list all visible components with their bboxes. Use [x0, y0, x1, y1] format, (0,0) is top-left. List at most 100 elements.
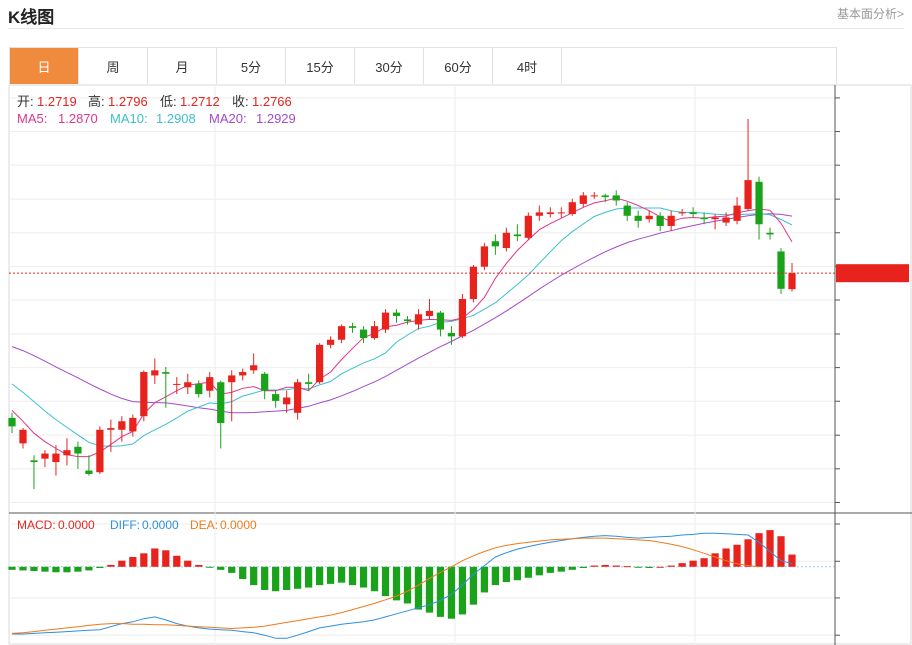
candle [294, 378, 302, 420]
macd-bar [283, 566, 291, 590]
tab-week[interactable]: 周 [79, 48, 148, 84]
candle [250, 353, 258, 374]
candle [480, 242, 489, 271]
candle-body [74, 446, 82, 454]
candle-body [788, 273, 796, 290]
macd-bar [612, 565, 620, 567]
macd-bar [359, 566, 368, 588]
candle [63, 438, 71, 466]
macd-bar [140, 553, 148, 567]
candle [129, 414, 137, 437]
info-low-label: 低: [160, 94, 177, 109]
macd-bar [107, 564, 115, 567]
macd-bar [645, 566, 653, 568]
candle [568, 198, 576, 216]
candle-body [392, 312, 401, 316]
tab-month[interactable]: 月 [148, 48, 217, 84]
ma20-line [11, 213, 793, 414]
candle [96, 426, 104, 474]
candle-body [118, 421, 126, 430]
macd-bar [315, 566, 324, 586]
info-close-value: 1.2766 [252, 94, 292, 109]
candle [8, 412, 16, 434]
candle [184, 373, 192, 395]
tab-day[interactable]: 日 [10, 48, 79, 84]
macd-bar [777, 536, 785, 567]
candle [469, 265, 478, 303]
candle [711, 214, 719, 230]
candle-body [546, 212, 554, 215]
candle-body [326, 339, 335, 345]
macd-bar [392, 566, 401, 601]
candle-body [250, 365, 258, 371]
tab-30min[interactable]: 30分 [355, 48, 424, 84]
candle [304, 373, 313, 391]
candle-body [667, 215, 675, 226]
macd-bar [788, 554, 796, 567]
candle-body [140, 372, 148, 417]
info-close-label: 收: [232, 94, 249, 109]
tab-5min[interactable]: 5分 [217, 48, 286, 84]
macd-bar [294, 566, 302, 589]
macd-bar [162, 550, 170, 567]
candle-body [304, 382, 313, 384]
candle [326, 336, 335, 349]
candle [546, 207, 554, 218]
candle [590, 192, 598, 199]
macd-bar [381, 566, 390, 597]
tab-60min[interactable]: 60分 [424, 48, 493, 84]
macd-bar [634, 566, 642, 568]
candle [162, 366, 170, 408]
candle [689, 207, 697, 218]
candle-body [689, 212, 697, 215]
candle [612, 190, 620, 206]
candle-body [480, 246, 489, 267]
candle-body [656, 215, 664, 226]
diff-value: 0.0000 [142, 518, 179, 532]
macd-bar [436, 566, 445, 617]
candle-body [623, 205, 631, 216]
candle-body [162, 372, 170, 374]
candle [30, 455, 38, 490]
candle-body [96, 429, 104, 473]
macd-bar [568, 566, 576, 570]
candle [381, 309, 390, 333]
candle-body [612, 195, 620, 201]
candle [656, 212, 664, 232]
macd-bar [557, 566, 565, 572]
candle [744, 118, 752, 211]
candle [217, 380, 225, 449]
candle-body [337, 326, 346, 340]
header-divider [8, 28, 904, 29]
candle-body [381, 312, 390, 330]
candle [579, 192, 587, 208]
candle-body [261, 373, 269, 391]
candle-body [557, 212, 565, 214]
candle [425, 299, 434, 320]
dea-line [11, 537, 760, 634]
macd-value: 0.0000 [58, 518, 95, 532]
macd-bar [403, 566, 412, 604]
macd-bar [502, 566, 510, 583]
candle [228, 370, 236, 422]
diff-label: DIFF: [110, 518, 140, 532]
macd-bar [766, 530, 774, 567]
fundamental-analysis-link[interactable]: 基本面分析> [836, 7, 904, 21]
candle-body [535, 212, 543, 216]
candle-body [239, 372, 247, 376]
candle-body [85, 470, 93, 474]
candle-body [645, 215, 653, 220]
tab-15min[interactable]: 15分 [286, 48, 355, 84]
candle [140, 370, 148, 422]
macd-panel [8, 530, 835, 639]
macd-bar [678, 563, 686, 567]
diff-line [12, 532, 793, 639]
macd-bar [261, 566, 269, 590]
tab-4hour[interactable]: 4时 [493, 48, 562, 84]
macd-bar [425, 566, 434, 613]
candle [667, 210, 675, 232]
info-high-value: 1.2796 [108, 94, 148, 109]
candle-body [359, 329, 368, 339]
candle-body [755, 181, 763, 225]
